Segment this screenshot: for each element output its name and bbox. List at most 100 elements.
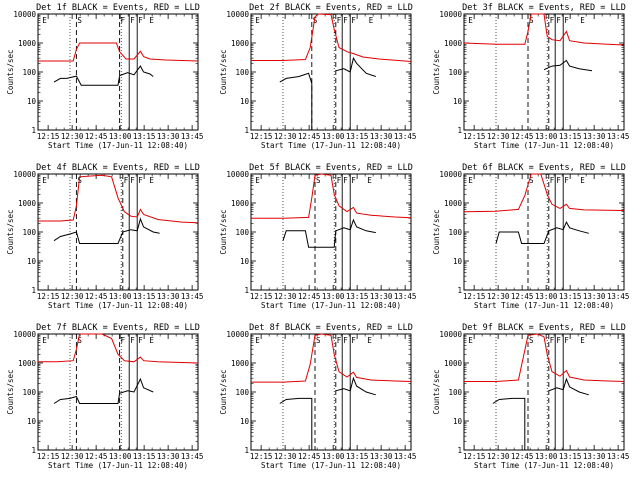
marker-label-E: E <box>255 176 260 185</box>
x-tick-label: 13:30 <box>583 132 606 141</box>
y-tick-label: 10000 <box>13 10 36 19</box>
plot-frame <box>37 13 199 131</box>
x-tick-label: 13:00 <box>109 292 132 301</box>
marker-label-E: E <box>42 16 47 25</box>
plot-frame <box>463 13 625 131</box>
x-tick-label: 13:00 <box>322 132 345 141</box>
marker-label-S: S <box>313 16 318 25</box>
marker-label-F: F <box>550 336 555 345</box>
chart-title: Det 8f BLACK = Events, RED = LLD <box>249 323 413 333</box>
chart-svg-3f: Det 3f BLACK = Events, RED = LLD 1 10 100 10… <box>432 3 630 150</box>
chart-title: Det 2f BLACK = Events, RED = LLD <box>249 3 413 13</box>
y-tick-label: 100 <box>448 68 462 77</box>
x-tick-label: 13:45 <box>607 132 630 141</box>
chart-title: Det 5f BLACK = Events, RED = LLD <box>249 163 413 173</box>
detector-panel-6f: Det 6f BLACK = Events, RED = LLD 1 10 100 10… <box>426 160 639 320</box>
y-tick-label: 100 <box>448 388 462 397</box>
y-tick-label: 10000 <box>439 10 462 19</box>
y-tick-label: 10 <box>453 97 463 106</box>
detector-panel-4f: Det 4f BLACK = Events, RED = LLD 1 10 100 10… <box>0 160 213 320</box>
series-line-lld <box>464 333 625 382</box>
marker-label-F: F <box>556 176 561 185</box>
y-tick-label: 1 <box>457 286 462 295</box>
y-tick-label: 1 <box>31 126 36 135</box>
x-tick-label: 12:15 <box>37 452 60 461</box>
x-tick-label: 12:15 <box>250 132 273 141</box>
marker-label-S: S <box>77 16 82 25</box>
x-tick-label: 12:30 <box>61 452 84 461</box>
marker-label-F: F <box>550 16 555 25</box>
marker-label-E: E <box>149 176 154 185</box>
chart-title: Det 7f BLACK = Events, RED = LLD <box>36 323 200 333</box>
x-tick-label: 13:00 <box>109 132 132 141</box>
series-line-lld <box>251 333 412 383</box>
y-tick-label: 10000 <box>226 330 249 339</box>
series-line-lld <box>38 42 199 62</box>
marker-label-S: S <box>529 176 534 185</box>
x-tick-label: 13:30 <box>157 132 180 141</box>
y-axis-label: Counts/sec <box>6 209 15 254</box>
marker-label-F: F <box>121 336 126 345</box>
chart-title: Det 3f BLACK = Events, RED = LLD <box>462 3 626 13</box>
marker-label-E: E <box>149 336 154 345</box>
marker-label-F: F <box>564 336 569 345</box>
x-tick-label: 13:45 <box>394 132 417 141</box>
y-tick-label: 10 <box>240 257 250 266</box>
x-tick-label: 13:15 <box>133 452 156 461</box>
marker-label-F: F <box>337 16 342 25</box>
x-tick-label: 12:15 <box>463 452 486 461</box>
marker-label-F: F <box>138 176 143 185</box>
chart-svg-6f: Det 6f BLACK = Events, RED = LLD 1 10 100 10… <box>432 163 629 310</box>
x-tick-label: 13:30 <box>370 292 393 301</box>
marker-label-E: E <box>367 336 372 345</box>
plot-frame <box>250 173 412 291</box>
marker-label-S: S <box>77 336 82 345</box>
y-tick-label: 1 <box>244 286 249 295</box>
y-tick-label: 1 <box>244 446 249 455</box>
marker-label-S: S <box>529 336 534 345</box>
y-tick-label: 1 <box>31 286 36 295</box>
y-tick-label: 1000 <box>444 199 463 208</box>
marker-label-F: F <box>130 16 135 25</box>
x-tick-label: 12:15 <box>37 292 60 301</box>
marker-label-F: F <box>564 16 569 25</box>
x-tick-label: 12:45 <box>298 292 321 301</box>
detector-panel-8f: Det 8f BLACK = Events, RED = LLD 1 10 100 10… <box>213 320 426 480</box>
marker-label-F: F <box>138 336 143 345</box>
y-tick-label: 10 <box>27 417 37 426</box>
y-tick-label: 10 <box>27 257 37 266</box>
y-tick-label: 10000 <box>226 170 249 179</box>
x-tick-label: 12:45 <box>511 452 534 461</box>
series-line-lld <box>463 13 625 46</box>
plot-frame <box>463 173 625 291</box>
x-axis-label: Start Time (17-Jun-11 12:08:40) <box>261 461 401 470</box>
marker-label-E: E <box>580 336 585 345</box>
marker-label-F: F <box>130 336 135 345</box>
marker-label-F: F <box>351 16 356 25</box>
marker-label-F: F <box>351 336 356 345</box>
y-tick-label: 10 <box>453 417 463 426</box>
x-tick-label: 13:15 <box>559 452 582 461</box>
x-tick-label: 12:45 <box>298 132 321 141</box>
y-tick-label: 1000 <box>18 359 37 368</box>
y-tick-label: 1 <box>457 446 462 455</box>
chart-title: Det 9f BLACK = Events, RED = LLD <box>462 323 626 333</box>
series-line-events <box>279 72 313 130</box>
chart-title: Det 1f BLACK = Events, RED = LLD <box>36 3 200 13</box>
y-tick-label: 10 <box>453 257 463 266</box>
marker-label-S: S <box>77 176 82 185</box>
marker-label-E: E <box>369 16 374 25</box>
marker-label-F: F <box>351 176 356 185</box>
marker-label-F: F <box>550 176 555 185</box>
x-tick-label: 12:15 <box>463 132 486 141</box>
x-tick-label: 12:30 <box>61 132 84 141</box>
y-axis-label: Counts/sec <box>432 209 441 254</box>
marker-label-E: E <box>468 16 473 25</box>
marker-label-E: E <box>468 176 473 185</box>
x-tick-label: 13:00 <box>535 452 558 461</box>
marker-label-F: F <box>121 16 126 25</box>
chart-svg-4f: Det 4f BLACK = Events, RED = LLD 1 10 100 10… <box>6 163 203 310</box>
marker-label-F: F <box>564 176 569 185</box>
y-tick-label: 10000 <box>13 170 36 179</box>
